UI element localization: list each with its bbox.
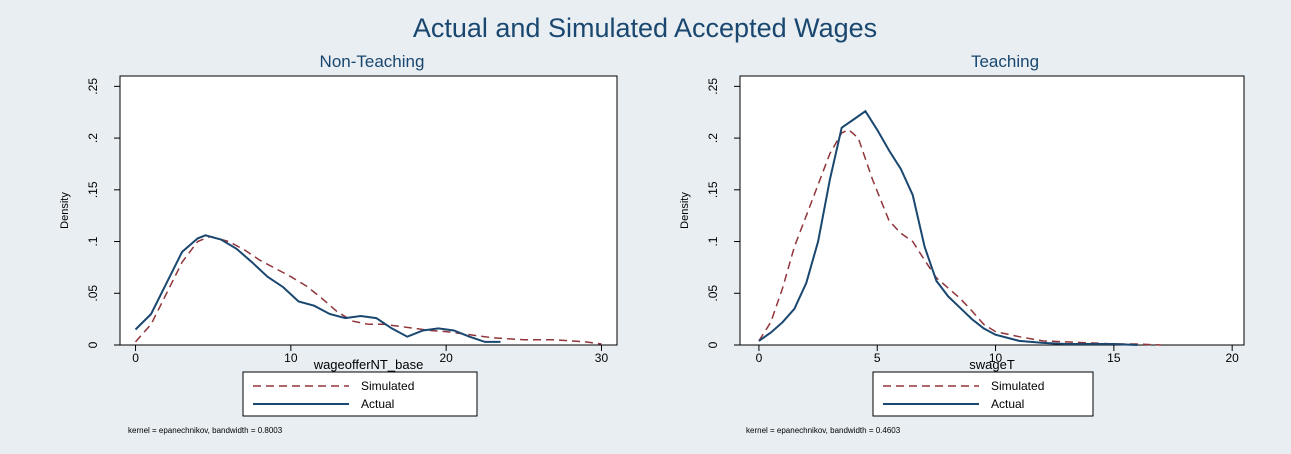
legend-label: Simulated [361,379,414,393]
x-tick-label: 20 [1225,351,1239,365]
y-tick-label: .1 [86,236,100,246]
y-tick-label: .2 [706,133,720,143]
y-axis-title: Density [59,192,71,229]
legend-label: Actual [361,397,394,411]
x-tick-label: 10 [989,351,1003,365]
plot-area [739,75,1245,346]
legend-box [242,371,478,417]
y-tick-label: .05 [706,285,720,302]
x-tick-label: 20 [439,351,453,365]
x-tick-label: 30 [595,351,609,365]
x-tick-label: 15 [1107,351,1121,365]
x-axis-title: wageofferNT_base [313,357,424,372]
y-tick-label: .1 [706,236,720,246]
y-tick-label: .2 [86,133,100,143]
legend-box [872,371,1094,417]
kernel-note: kernel = epanechnikov, bandwidth = 0.800… [128,426,283,435]
x-tick-label: 0 [132,351,139,365]
legend-label: Simulated [991,379,1044,393]
panel-teaching: Teaching 0 .05 .1 .15 .2 .25 0 5 10 15 20 swageT Dens… [679,52,1245,435]
y-axis-title: Density [679,192,691,229]
series-line-actual [134,234,501,343]
legend: Simulated Actual [872,371,1094,417]
panel-title: Non-Teaching [320,52,425,71]
y-tick-label: .15 [706,181,720,198]
kernel-note: kernel = epanechnikov, bandwidth = 0.460… [746,426,901,435]
series-line-actual [758,109,1138,346]
chart-title: Actual and Simulated Accepted Wages [413,13,877,43]
y-tick-label: .25 [86,78,100,95]
y-tick-label: .15 [86,181,100,198]
x-tick-label: 10 [284,351,298,365]
y-tick-label: 0 [86,341,100,348]
y-tick-label: .05 [86,285,100,302]
y-tick-label: .25 [706,78,720,95]
x-tick-label: 0 [756,351,763,365]
y-tick-label: 0 [706,341,720,348]
legend: Simulated Actual [242,371,478,417]
series-line-simulated [758,128,1162,346]
x-tick-label: 5 [874,351,881,365]
x-axis-title: swageT [969,357,1015,372]
legend-label: Actual [991,397,1024,411]
panel-title: Teaching [971,52,1039,71]
panel-non-teaching: Non-Teaching 0 .05 .1 .15 .2 .25 0 10 20 30 wageoff… [59,52,618,435]
plot-area [119,75,618,346]
